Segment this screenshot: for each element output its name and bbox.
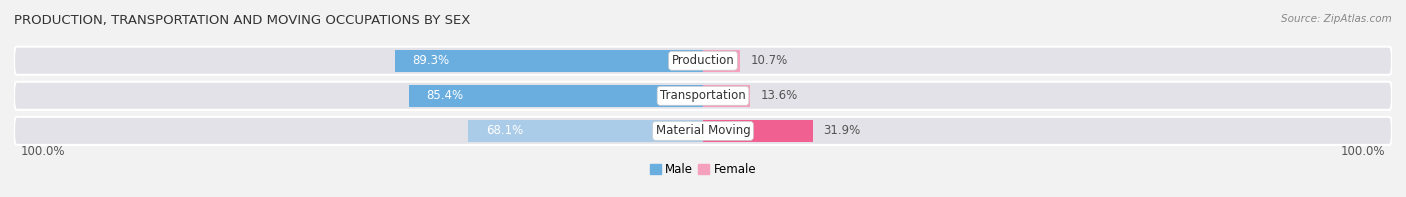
FancyBboxPatch shape — [14, 47, 1392, 75]
FancyBboxPatch shape — [14, 82, 1392, 110]
Text: Transportation: Transportation — [661, 89, 745, 102]
Text: 89.3%: 89.3% — [412, 54, 450, 67]
Text: Material Moving: Material Moving — [655, 124, 751, 137]
Text: 100.0%: 100.0% — [1340, 145, 1385, 158]
Text: 85.4%: 85.4% — [426, 89, 463, 102]
Legend: Male, Female: Male, Female — [645, 158, 761, 181]
FancyBboxPatch shape — [14, 117, 1392, 145]
Bar — [395, 50, 703, 72]
Text: 13.6%: 13.6% — [761, 89, 797, 102]
Text: 10.7%: 10.7% — [751, 54, 787, 67]
Bar — [468, 120, 703, 142]
Bar — [703, 50, 740, 72]
Text: PRODUCTION, TRANSPORTATION AND MOVING OCCUPATIONS BY SEX: PRODUCTION, TRANSPORTATION AND MOVING OC… — [14, 14, 471, 27]
Text: Production: Production — [672, 54, 734, 67]
Bar — [703, 120, 813, 142]
Text: 68.1%: 68.1% — [485, 124, 523, 137]
Text: 100.0%: 100.0% — [21, 145, 66, 158]
Bar — [703, 85, 749, 107]
Text: 31.9%: 31.9% — [824, 124, 860, 137]
Text: Source: ZipAtlas.com: Source: ZipAtlas.com — [1281, 14, 1392, 24]
Bar — [409, 85, 703, 107]
